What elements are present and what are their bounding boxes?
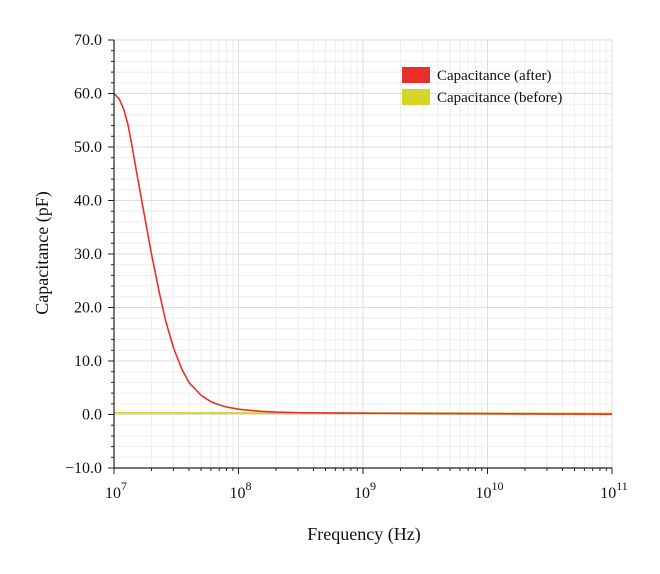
x-tick-label: 108 [230, 479, 252, 502]
y-tick-label: 70.0 [74, 32, 102, 49]
y-tick-label: 60.0 [74, 86, 102, 103]
legend-swatch-before [402, 89, 430, 105]
y-tick-labels: −10.0 0.0 10.0 20.0 30.0 40.0 50.0 60.0 70.0 [65, 32, 102, 477]
series-line-after [113, 92, 613, 416]
y-tick-label: 40.0 [74, 193, 102, 210]
y-tick-label: 50.0 [74, 139, 102, 156]
x-tick-label: 107 [105, 479, 127, 502]
legend-swatch-after [402, 67, 430, 83]
series-layer [113, 92, 613, 416]
y-axis-title: Capacitance (pF) [32, 191, 53, 314]
x-axis-title: Frequency (Hz) [307, 524, 420, 545]
x-tick-label: 1011 [600, 479, 628, 502]
y-tick-label: 0.0 [82, 407, 102, 424]
y-tick-label: −10.0 [65, 460, 102, 477]
legend: Capacitance (after) Capacitance (before) [402, 67, 562, 106]
x-tick-labels: 107 108 109 1010 1011 [105, 479, 628, 502]
axes [108, 39, 613, 474]
y-tick-label: 30.0 [74, 246, 102, 263]
x-tick-label: 109 [354, 479, 376, 502]
legend-label-before: Capacitance (before) [437, 90, 562, 106]
y-tick-label: 20.0 [74, 300, 102, 317]
legend-label-after: Capacitance (after) [437, 68, 552, 84]
x-tick-label: 1010 [476, 479, 504, 502]
y-tick-label: 10.0 [74, 353, 102, 370]
